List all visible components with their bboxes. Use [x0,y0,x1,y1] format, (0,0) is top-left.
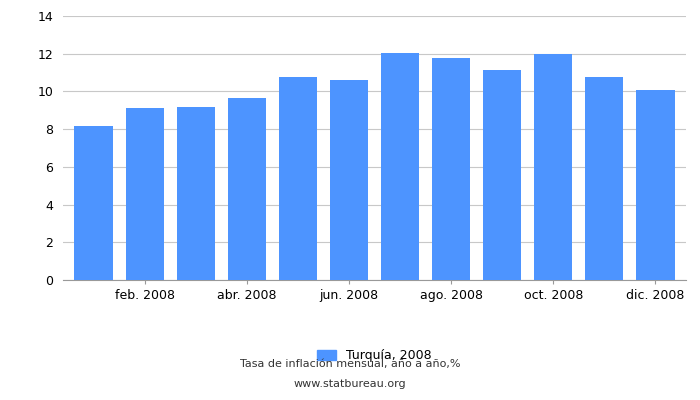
Text: Tasa de inflación mensual, año a año,%: Tasa de inflación mensual, año a año,% [239,359,461,369]
Bar [330,80,368,280]
Bar [176,108,215,280]
Bar [228,98,266,280]
Legend: Turquía, 2008: Turquía, 2008 [312,344,437,367]
Bar [636,90,675,280]
Bar [125,108,164,280]
Text: www.statbureau.org: www.statbureau.org [294,379,406,389]
Bar [279,78,317,280]
Bar [432,58,470,280]
Bar [534,54,573,280]
Bar [74,126,113,280]
Bar [483,70,522,280]
Bar [585,77,624,280]
Bar [381,52,419,280]
